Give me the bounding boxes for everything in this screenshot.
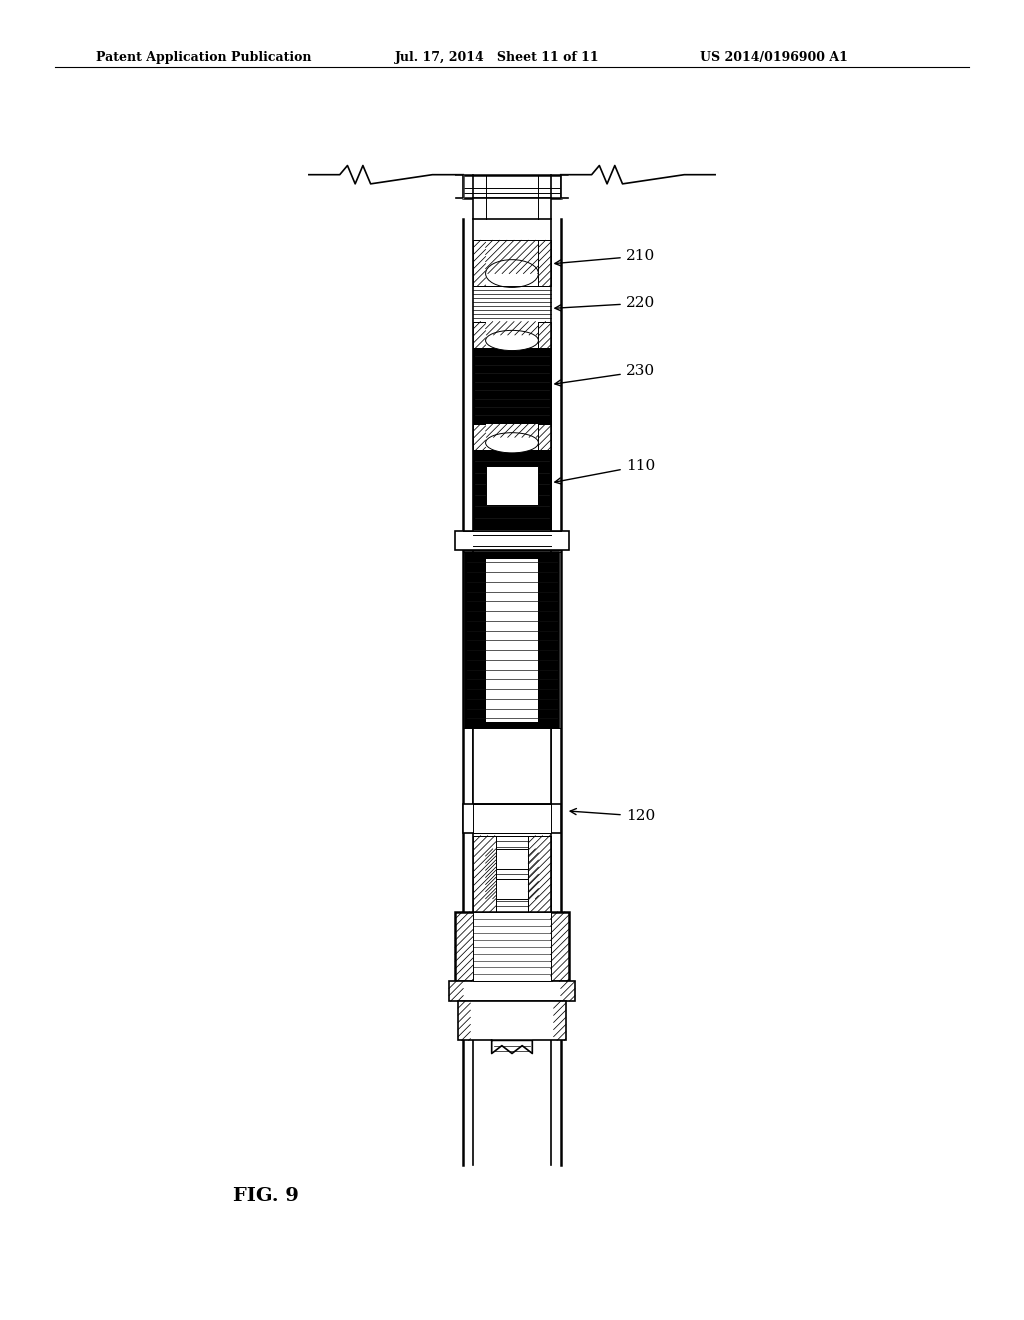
Bar — [473, 424, 485, 450]
Bar — [485, 466, 539, 506]
Bar — [455, 912, 569, 981]
Bar — [473, 836, 496, 912]
Bar — [496, 879, 528, 899]
Bar — [485, 322, 539, 348]
Text: 120: 120 — [570, 809, 655, 824]
Ellipse shape — [485, 260, 539, 288]
Bar — [539, 424, 551, 450]
Polygon shape — [561, 174, 568, 198]
Text: 210: 210 — [555, 249, 655, 267]
Bar — [473, 729, 551, 804]
Bar — [450, 981, 574, 1001]
Bar — [473, 804, 551, 833]
Bar — [465, 553, 559, 729]
Ellipse shape — [485, 433, 539, 453]
Text: Patent Application Publication: Patent Application Publication — [95, 51, 311, 65]
Text: 110: 110 — [555, 459, 655, 484]
Text: Jul. 17, 2014   Sheet 11 of 11: Jul. 17, 2014 Sheet 11 of 11 — [395, 51, 600, 65]
Text: 220: 220 — [555, 296, 655, 312]
Bar — [473, 198, 551, 219]
Bar — [496, 849, 528, 869]
Bar — [528, 836, 551, 912]
Polygon shape — [492, 1040, 532, 1053]
Bar — [473, 240, 485, 286]
Bar — [455, 532, 569, 550]
Bar — [473, 450, 551, 529]
Bar — [458, 1001, 566, 1040]
Bar — [496, 836, 528, 912]
Bar — [473, 912, 551, 981]
Bar — [485, 424, 539, 450]
Bar — [473, 348, 551, 424]
Bar — [473, 322, 485, 348]
Bar — [539, 322, 551, 348]
Text: FIG. 9: FIG. 9 — [232, 1187, 299, 1205]
Bar — [463, 174, 561, 198]
Bar — [463, 804, 561, 833]
Text: US 2014/0196900 A1: US 2014/0196900 A1 — [699, 51, 848, 65]
Ellipse shape — [485, 330, 539, 351]
Bar — [485, 558, 539, 722]
Polygon shape — [456, 174, 463, 198]
Text: 230: 230 — [555, 364, 655, 385]
Bar — [539, 240, 551, 286]
Bar — [485, 240, 539, 286]
